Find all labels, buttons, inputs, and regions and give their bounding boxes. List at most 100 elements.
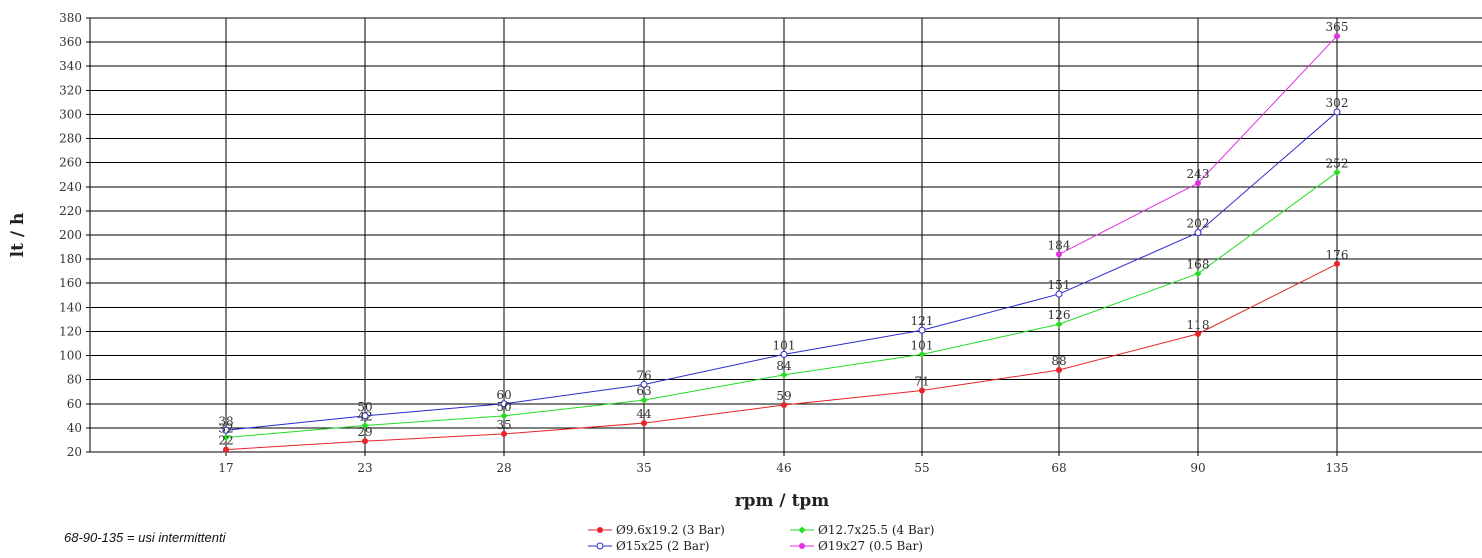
- grid: [90, 17, 1482, 456]
- data-point: [640, 380, 648, 388]
- y-tick-label: 100: [59, 349, 82, 363]
- data-point: [500, 400, 508, 408]
- data-point: [919, 387, 925, 394]
- data-label: 50: [357, 400, 372, 414]
- data-label: 63: [636, 384, 651, 398]
- axes: [86, 17, 1482, 453]
- legend-item-series-1: Ø9.6x19.2 (3 Bar): [588, 522, 725, 538]
- data-point: [1194, 270, 1202, 278]
- data-point: [1055, 320, 1063, 328]
- data-label: 118: [1187, 318, 1210, 332]
- data-label: 42: [357, 409, 372, 423]
- data-point: [641, 420, 647, 427]
- x-tick-label: 23: [357, 461, 372, 475]
- data-labels: 2229354459718811817632425063841011261682…: [218, 20, 1348, 448]
- legend-item-series-3: Ø15x25 (2 Bar): [588, 538, 709, 554]
- data-label: 38: [218, 414, 233, 428]
- data-label: 60: [496, 388, 511, 402]
- y-tick-label: 20: [67, 445, 82, 459]
- y-tick-label: 240: [59, 180, 82, 194]
- data-point: [222, 434, 230, 442]
- data-label: 202: [1187, 217, 1210, 231]
- data-point: [1333, 168, 1341, 176]
- data-point: [780, 371, 788, 379]
- data-point: [222, 426, 230, 434]
- data-label: 101: [911, 338, 934, 352]
- y-tick-label: 180: [59, 252, 82, 266]
- data-label: 84: [776, 359, 792, 373]
- y-tick-label: 300: [59, 107, 82, 121]
- data-label: 29: [357, 425, 372, 439]
- data-label: 121: [911, 314, 934, 328]
- data-label: 71: [914, 375, 929, 389]
- data-label: 252: [1326, 156, 1349, 170]
- x-tick-label: 68: [1051, 461, 1066, 475]
- x-tick-label: 35: [636, 461, 651, 475]
- data-label: 126: [1048, 308, 1071, 322]
- data-point: [918, 326, 926, 334]
- data-label: 176: [1326, 248, 1349, 262]
- data-label: 151: [1048, 278, 1071, 292]
- data-label: 365: [1326, 20, 1349, 34]
- x-tick-label: 135: [1326, 461, 1349, 475]
- legend-label: Ø15x25 (2 Bar): [616, 539, 710, 553]
- y-axis-title: lt / h: [8, 213, 28, 258]
- y-tick-label: 260: [59, 156, 82, 170]
- x-tick-label: 55: [914, 461, 929, 475]
- legend-swatch: [588, 542, 612, 550]
- x-tick-labels: 17 23 28 35 46 55 68 90 135: [218, 461, 1348, 475]
- y-tick-labels: 20 40 60 80 100 120 140 160 180 200 220 240 260 280 30…: [59, 11, 82, 459]
- series-line-3: [225, 111, 1338, 431]
- data-point: [1055, 290, 1063, 298]
- y-tick-label: 280: [59, 132, 82, 146]
- legend-label: Ø19x27 (0.5 Bar): [818, 539, 923, 553]
- data-label: 302: [1326, 96, 1349, 110]
- legend-swatch: [790, 526, 814, 534]
- data-label: 184: [1048, 238, 1071, 252]
- x-tick-label: 28: [496, 461, 511, 475]
- y-tick-label: 320: [59, 83, 82, 97]
- data-point: [640, 396, 648, 404]
- y-tick-label: 60: [67, 397, 82, 411]
- y-tick-label: 220: [59, 204, 82, 218]
- y-tick-label: 380: [59, 11, 82, 25]
- data-point: [1195, 330, 1201, 337]
- data-label: 50: [496, 400, 511, 414]
- data-label: 243: [1187, 167, 1210, 181]
- x-tick-label: 17: [218, 461, 233, 475]
- legend-item-series-4: Ø19x27 (0.5 Bar): [790, 538, 923, 554]
- data-label: 168: [1187, 258, 1210, 272]
- series-group: [222, 33, 1341, 453]
- footnote: 68-90-135 = usi intermittenti: [64, 530, 226, 545]
- x-tick-label: 46: [776, 461, 791, 475]
- data-point: [918, 350, 926, 358]
- y-tick-label: 120: [59, 324, 82, 338]
- y-tick-label: 40: [67, 421, 82, 435]
- legend-label: Ø12.7x25.5 (4 Bar): [818, 523, 935, 537]
- y-tick-label: 200: [59, 228, 82, 242]
- data-point: [1195, 180, 1201, 187]
- data-label: 88: [1051, 354, 1066, 368]
- data-point: [1334, 33, 1340, 40]
- data-point: [1056, 367, 1062, 374]
- legend-swatch: [588, 527, 612, 533]
- data-label: 22: [218, 434, 233, 448]
- data-point: [1056, 251, 1062, 258]
- data-point: [1333, 108, 1341, 116]
- data-point: [362, 438, 368, 445]
- data-label: 44: [636, 407, 652, 421]
- y-tick-label: 80: [67, 373, 82, 387]
- data-point: [1194, 229, 1202, 237]
- y-tick-label: 340: [59, 59, 82, 73]
- x-tick-label: 90: [1190, 461, 1205, 475]
- data-point: [781, 401, 787, 408]
- data-label: 101: [773, 338, 796, 352]
- y-tick-label: 160: [59, 276, 82, 290]
- data-point: [780, 350, 788, 358]
- data-label: 76: [636, 368, 651, 382]
- legend-item-series-2: Ø12.7x25.5 (4 Bar): [790, 522, 934, 538]
- data-point: [223, 446, 229, 453]
- data-point: [501, 430, 507, 437]
- x-axis-title: rpm / tpm: [735, 491, 830, 511]
